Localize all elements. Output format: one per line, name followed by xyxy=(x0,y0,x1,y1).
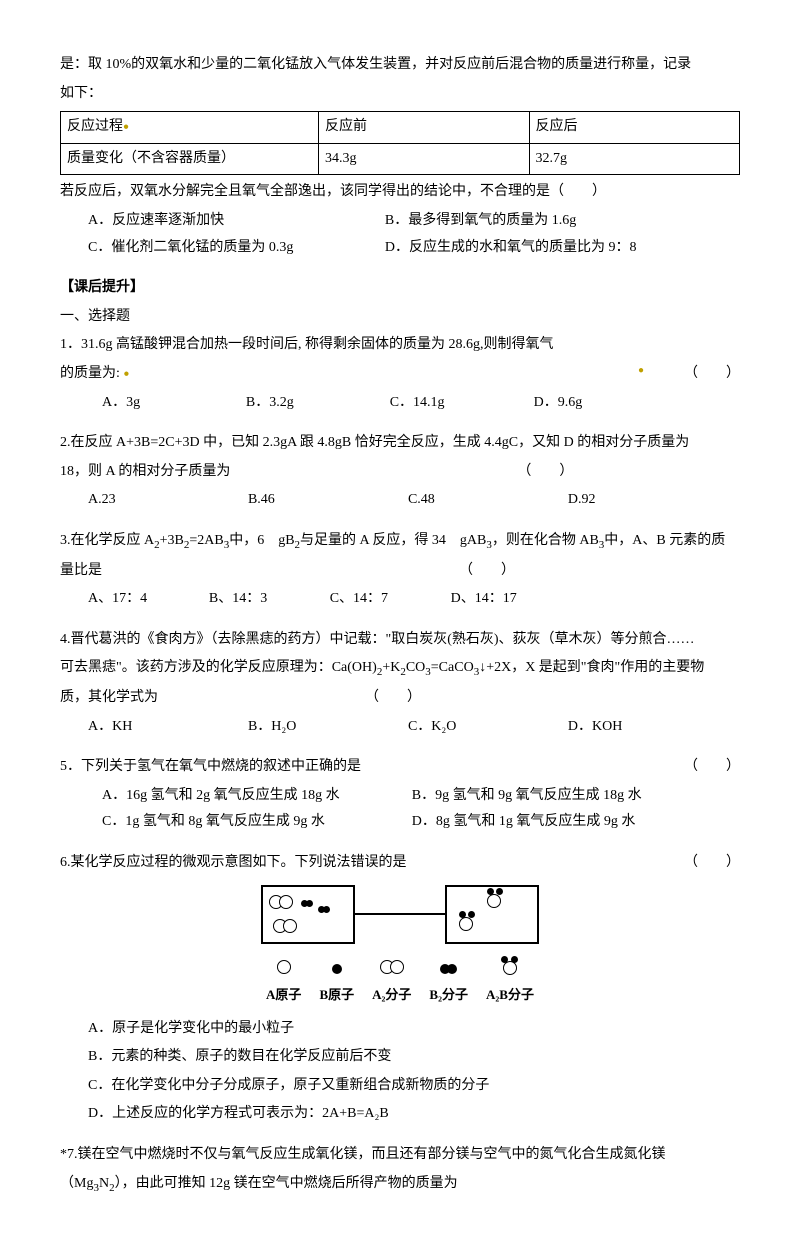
cell: 34.3g xyxy=(319,143,529,175)
paren: （ ） xyxy=(684,850,740,877)
q2-l2: 18，则 A 的相对分子质量为 （ ） xyxy=(60,459,740,486)
q7-l1: *7.镁在空气中燃烧时不仅与氧气反应生成氧化镁，而且还有部分镁与空气中的氮气化合… xyxy=(60,1142,740,1169)
q6-oa: A．原子是化学变化中的最小粒子 xyxy=(60,1016,740,1043)
t: 质，其化学式为 xyxy=(60,690,158,705)
paren: （ ） xyxy=(365,690,421,705)
t: 中，A、B 元素的质 xyxy=(604,533,725,548)
t: =2AB xyxy=(189,533,223,548)
q4-d: D．KOH xyxy=(568,714,724,741)
cell: 32.7g xyxy=(529,143,740,175)
cell: 质量变化（不含容器质量） xyxy=(61,143,319,175)
q1-l1: 1．31.6g 高锰酸钾混合加热一段时间后, 称得剩余固体的质量为 28.6g,… xyxy=(60,332,740,359)
q5-a: A．16g 氢气和 2g 氧气反应生成 18g 水 xyxy=(102,783,408,810)
legend-a: A原子 xyxy=(266,958,301,1007)
legend-b: B原子 xyxy=(319,958,354,1007)
q1-d: D．9.6g xyxy=(534,390,674,417)
q3-l1: 3.在化学反应 A2+3B2=2AB3中，6 gB2与足量的 A 反应，得 34… xyxy=(60,528,740,556)
opt-b: B．最多得到氧气的质量为 1.6g xyxy=(385,208,678,235)
cell: 反应前 xyxy=(319,112,529,144)
intro-after: 若反应后，双氧水分解完全且氧气全部逸出，该同学得出的结论中，不合理的是（ ） xyxy=(60,179,740,206)
q4-l3: 质，其化学式为 （ ） xyxy=(60,685,740,712)
section-title: 【课后提升】 xyxy=(60,275,740,302)
q6-l1: 6.某化学反应过程的微观示意图如下。下列说法错误的是 （ ） xyxy=(60,850,740,877)
t: ，则在化合物 AB xyxy=(492,533,599,548)
t: =CaCO xyxy=(431,660,474,675)
opt-d: D．反应生成的水和氧气的质量比为 9：8 xyxy=(385,235,678,262)
q2-l1: 2.在反应 A+3B=2C+3D 中，已知 2.3gA 跟 4.8gB 恰好完全… xyxy=(60,430,740,457)
t: 6.某化学反应过程的微观示意图如下。下列说法错误的是 xyxy=(60,855,407,870)
t: N xyxy=(99,1176,109,1191)
legend-b2: B₂分子 xyxy=(429,958,468,1007)
legend-a2: A₂分子 xyxy=(372,958,411,1007)
q2-b: B.46 xyxy=(248,487,404,514)
t: +K xyxy=(382,660,400,675)
q4-l2: 可去黑痣"。该药方涉及的化学反应原理为：Ca(OH)2+K2CO3=CaCO3↓… xyxy=(60,655,740,683)
q3-c: C、14：7 xyxy=(330,586,447,613)
q2-l2-text: 18，则 A 的相对分子质量为 xyxy=(60,464,230,479)
q3-d: D、14：17 xyxy=(451,586,568,613)
cell: 反应过程 xyxy=(67,119,123,134)
q1-b: B．3.2g xyxy=(246,390,386,417)
q5-d: D．8g 氢气和 1g 氧气反应生成 9g 水 xyxy=(412,809,718,836)
q6-od: D．上述反应的化学方程式可表示为：2A+B=A₂B xyxy=(60,1101,740,1128)
subsection: 一、选择题 xyxy=(60,304,740,331)
q1-a: A．3g xyxy=(102,390,242,417)
t: 3.在化学反应 A xyxy=(60,533,154,548)
q7-l2: （Mg3N2），由此可推知 12g 镁在空气中燃烧后所得产物的质量为 xyxy=(60,1171,740,1199)
dot-icon: ● xyxy=(123,121,129,132)
q2-c: C.48 xyxy=(408,487,564,514)
dot-icon: ● xyxy=(123,368,129,379)
t: 5．下列关于氢气在氧气中燃烧的叙述中正确的是 xyxy=(60,759,361,774)
connector xyxy=(355,913,445,915)
q3-a: A、17：4 xyxy=(88,586,205,613)
q4-a: A．KH xyxy=(88,714,244,741)
q3-b: B、14：3 xyxy=(209,586,326,613)
paren: （ ） xyxy=(684,754,740,781)
t: 可去黑痣"。该药方涉及的化学反应原理为：Ca(OH) xyxy=(60,660,377,675)
legend-a2b: A₂B分子 xyxy=(486,958,534,1007)
intro-line2: 如下： xyxy=(60,81,740,108)
t: （Mg xyxy=(60,1176,93,1191)
cell: 反应后 xyxy=(529,112,740,144)
q3-l2: 量比是 （ ） xyxy=(60,558,740,585)
q4-c: C．K₂O xyxy=(408,714,564,741)
q3-opts: A、17：4 B、14：3 C、14：7 D、14：17 xyxy=(60,586,740,613)
q4-l1: 4.晋代葛洪的《食肉方》（去除黑痣的药方）中记载："取白炭灰(熟石灰)、荻灰（草… xyxy=(60,627,740,654)
q1-l2-text: 的质量为: xyxy=(60,366,120,381)
dot-icon: ● xyxy=(638,361,644,380)
legend-row: A原子 B原子 A₂分子 B₂分子 A₂B分子 xyxy=(60,958,740,1007)
q1-l2: 的质量为: ● （ ） ● xyxy=(60,361,740,388)
paren: （ ） xyxy=(684,361,740,388)
q5-b: B．9g 氢气和 9g 氧气反应生成 18g 水 xyxy=(412,783,718,810)
opt-a: A．反应速率逐渐加快 xyxy=(88,208,381,235)
q5-c: C．1g 氢气和 8g 氧气反应生成 9g 水 xyxy=(102,809,408,836)
paren: （ ） xyxy=(459,563,515,578)
t: ），由此可推知 12g 镁在空气中燃烧后所得产物的质量为 xyxy=(115,1176,458,1191)
intro-line1: 是：取 10%的双氧水和少量的二氧化锰放入气体发生装置，并对反应前后混合物的质量… xyxy=(60,52,740,79)
q5-l1: 5．下列关于氢气在氧气中燃烧的叙述中正确的是 （ ） xyxy=(60,754,740,781)
paren: （ ） xyxy=(517,464,573,479)
opt-c: C．催化剂二氧化锰的质量为 0.3g xyxy=(88,235,381,262)
after-box xyxy=(445,885,539,944)
t: +3B xyxy=(160,533,184,548)
reaction-diagram: A原子 B原子 A₂分子 B₂分子 A₂B分子 xyxy=(60,885,740,1008)
mass-table: 反应过程● 反应前 反应后 质量变化（不含容器质量） 34.3g 32.7g xyxy=(60,111,740,175)
q6-ob: B．元素的种类、原子的数目在化学反应前后不变 xyxy=(60,1044,740,1071)
t: CO xyxy=(406,660,425,675)
q6-oc: C．在化学变化中分子分成原子，原子又重新组合成新物质的分子 xyxy=(60,1073,740,1100)
t: 与足量的 A 反应，得 34 gAB xyxy=(300,533,486,548)
q4-b: B．H₂O xyxy=(248,714,404,741)
t: 中，6 gB xyxy=(229,533,294,548)
before-box xyxy=(261,885,355,944)
q2-a: A.23 xyxy=(88,487,244,514)
t: ↓+2X，X 是起到"食肉"作用的主要物 xyxy=(479,660,704,675)
t: 量比是 xyxy=(60,563,102,578)
q1-c: C．14.1g xyxy=(390,390,530,417)
q2-d: D.92 xyxy=(568,487,724,514)
